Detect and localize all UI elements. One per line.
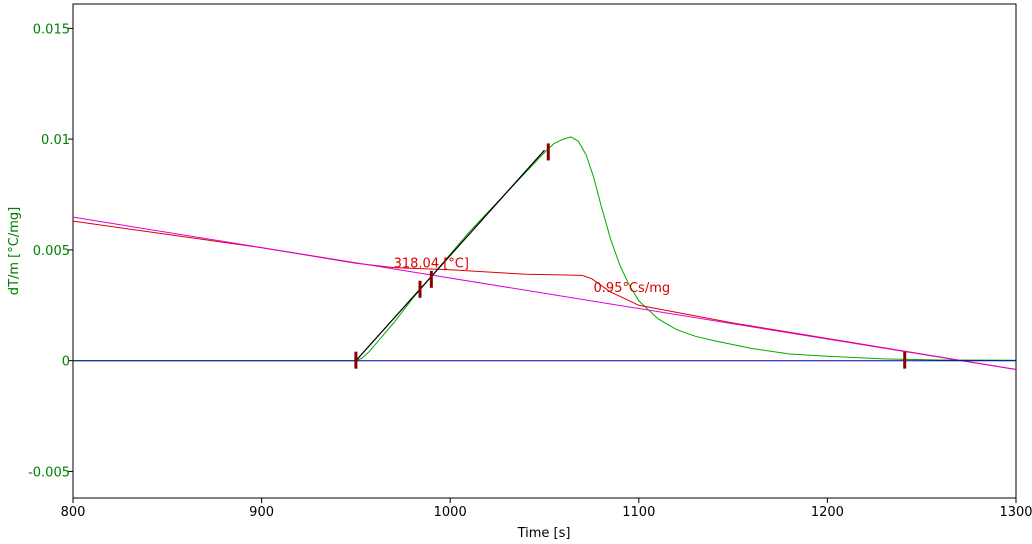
- x-tick-label: 1200: [811, 505, 844, 520]
- plot-frame: [72, 3, 1017, 499]
- annotation-label: 0.95°Cs/mg: [594, 281, 671, 296]
- x-tick-label: 800: [61, 505, 86, 520]
- x-tick-label: 900: [249, 505, 274, 520]
- x-tick-label: 1000: [434, 505, 467, 520]
- series-signal-line: [73, 136, 1017, 362]
- y-tick-label: -0.005: [28, 465, 70, 480]
- y-tick-label: 0.005: [33, 244, 70, 259]
- y-axis-title: dT/m [°C/mg]: [7, 207, 22, 295]
- series-reference-line: [72, 216, 1017, 370]
- y-tick-label: 0.015: [33, 22, 70, 37]
- series-tangent-line: [355, 149, 545, 362]
- x-tick-label: 1100: [622, 505, 655, 520]
- annotation-label: 318.04 [°C]: [394, 257, 469, 272]
- x-axis-title: Time [s]: [517, 526, 571, 541]
- x-tick-label: 1300: [999, 505, 1032, 520]
- y-tick-label: 0: [62, 355, 70, 370]
- x-axis: 800 900 1000 1100 1200 1300: [61, 498, 1032, 520]
- series-layer: [72, 136, 1017, 370]
- y-axis: -0.005 0 0.005 0.01 0.015: [28, 22, 73, 480]
- annotation-layer: 318.04 [°C] 0.95°Cs/mg: [394, 257, 671, 296]
- marker-layer: [354, 143, 907, 369]
- y-tick-label: 0.01: [41, 133, 70, 148]
